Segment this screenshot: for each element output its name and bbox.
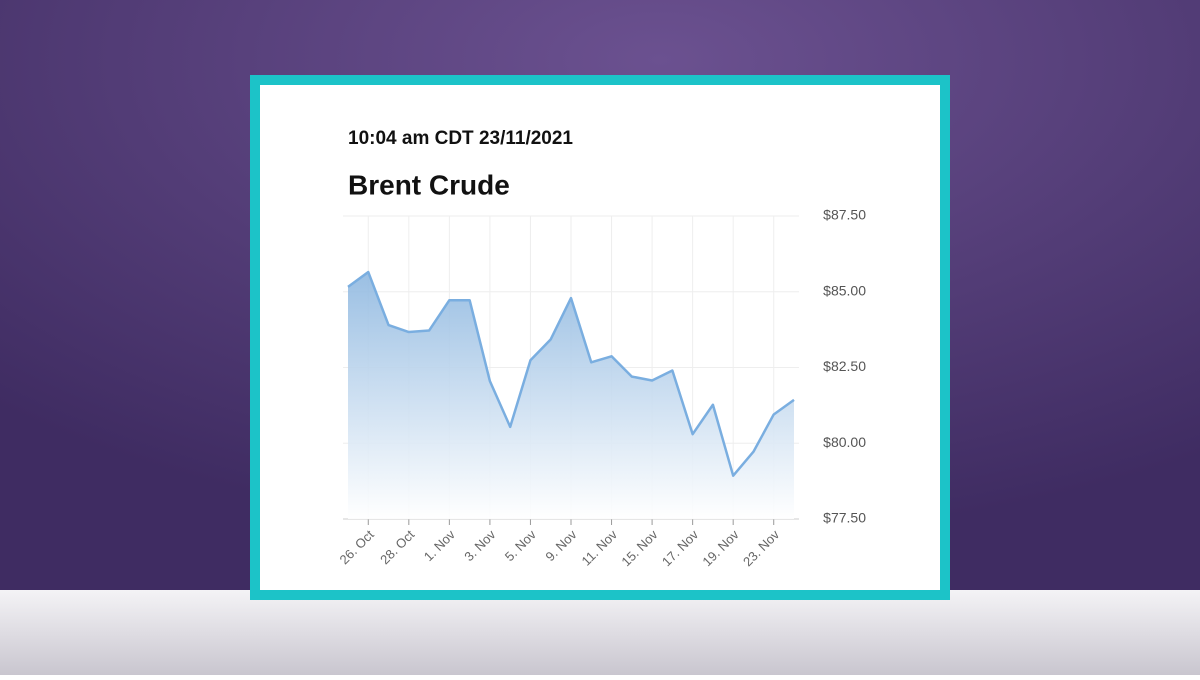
y-tick-label: $85.00 (823, 282, 866, 298)
y-tick-label: $87.50 (823, 207, 866, 223)
y-tick-label: $80.00 (823, 434, 866, 450)
chart-title: Brent Crude (348, 169, 510, 200)
y-tick-label: $77.50 (823, 510, 866, 526)
y-tick-label: $82.50 (823, 358, 866, 374)
area (348, 272, 794, 519)
line (347, 270, 795, 477)
timestamp: 10:04 am CDT 23/11/2021 (348, 128, 573, 149)
floor (0, 590, 1200, 675)
